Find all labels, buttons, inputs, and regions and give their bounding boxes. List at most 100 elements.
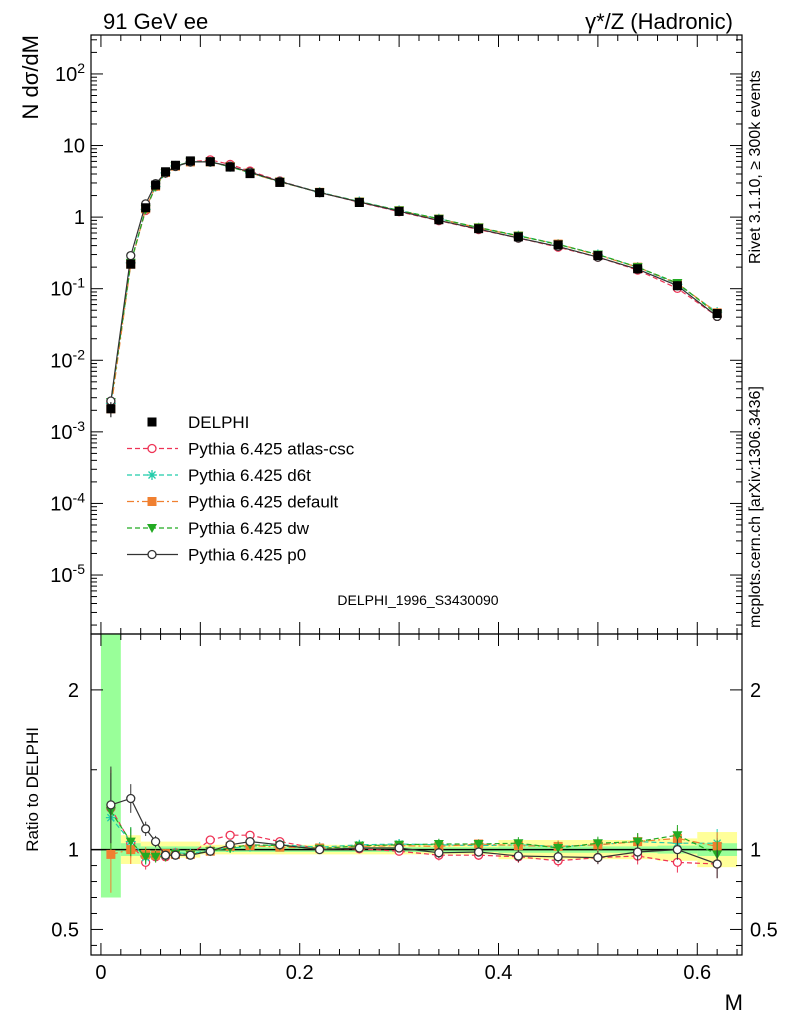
ratio-point: [245, 836, 255, 847]
legend-entry-pythia-6-425-d6t: Pythia 6.425 d6t: [127, 466, 311, 485]
ratio-point: [160, 850, 171, 860]
ratio-point: [170, 850, 181, 860]
data-point: [394, 206, 404, 216]
ratio-point: [125, 837, 136, 847]
series-pythia-6-425-dw: [105, 157, 723, 408]
ratio-plot-frame: [90, 633, 743, 956]
ratio-point: [140, 852, 151, 862]
series-pythia-6-425-default: [106, 157, 722, 414]
ratio-point: [225, 840, 235, 850]
data-point: [225, 162, 235, 172]
ratio-point: [632, 847, 643, 857]
x-tick-label: 0.6: [683, 962, 711, 984]
ratio-point: [513, 839, 524, 849]
legend-label: Pythia 6.425 dw: [188, 519, 310, 538]
legend-label: Pythia 6.425 d6t: [188, 466, 311, 485]
legend-marker: [147, 497, 157, 506]
data-point: [151, 180, 161, 190]
ratio-point: [150, 852, 161, 862]
legend-entry-pythia-6-425-dw: Pythia 6.425 dw: [127, 519, 310, 538]
series-point: [126, 250, 136, 261]
legend-marker: [147, 417, 157, 427]
y-tick-label: 10-4: [50, 489, 85, 515]
ratio-ylabel: Ratio to DELPHI: [23, 727, 42, 852]
main-plot-frame: [90, 34, 743, 635]
ratio-point: [150, 836, 161, 847]
energy-title: 91 GeV ee: [103, 9, 208, 34]
ratio-point: [185, 850, 196, 860]
data-point: [434, 215, 444, 225]
ratio-point: [593, 852, 603, 863]
legend: DELPHI Pythia 6.425 atlas-csc Pythia 6.425…: [127, 413, 355, 565]
legend-entry-pythia-6-425-atlas-csc: Pythia 6.425 atlas-csc: [127, 440, 355, 459]
data-point: [553, 240, 563, 250]
ratio-point: [473, 847, 484, 857]
data-point: [245, 169, 255, 179]
ratio-plot: 0.5 0.5 1 1 2 2 0 0.2 0.4 0.6: [51, 633, 778, 984]
data-point: [126, 259, 136, 269]
ratio-point: [314, 844, 325, 855]
data-point: [513, 232, 523, 242]
ratio-y-tick-label-right: 2: [750, 680, 761, 702]
ratio-point: [672, 844, 683, 855]
y-tick-label: 10-1: [50, 275, 85, 301]
ratio-series-pythia-6-425-p0: [106, 766, 722, 879]
legend-marker: [147, 549, 157, 560]
y-tick-label: 10-3: [50, 418, 85, 444]
ratio-point: [712, 859, 722, 869]
process-title: γ*/Z (Hadronic): [585, 9, 733, 34]
series-pythia-6-425-p0: [106, 157, 722, 406]
main-plot: 10-5 10-4 10-3 10-2 10-1 1 10 102: [50, 34, 743, 635]
ratio-point: [513, 851, 524, 861]
main-ylabel: N dσ/dM: [18, 35, 43, 120]
uncertainty-band-inner: [100, 634, 121, 898]
ratio-point: [473, 840, 484, 850]
y-tick-label: 102: [55, 60, 85, 86]
ratio-point: [354, 843, 365, 853]
ratio-point: [553, 844, 564, 853]
series-delphi: [106, 156, 722, 418]
series-pythia-6-425-atlas-csc: [106, 155, 722, 407]
legend-marker: [147, 524, 157, 533]
data-point: [205, 157, 215, 167]
ratio-point: [126, 793, 136, 804]
ratio-y-tick-label: 1: [68, 840, 79, 862]
legend-label: DELPHI: [188, 413, 249, 432]
ratio-point: [672, 831, 683, 841]
y-tick-label: 10-2: [50, 346, 85, 372]
ratio-point: [592, 839, 603, 849]
ratio-y-tick-label: 0.5: [51, 919, 79, 941]
y-tick-label: 1: [74, 207, 85, 229]
ratio-line: [110, 797, 718, 865]
legend-entry-delphi: DELPHI: [147, 413, 249, 432]
x-tick-label: 0.2: [286, 962, 314, 984]
data-point: [106, 404, 116, 414]
ratio-point: [275, 840, 285, 850]
ratio-point: [434, 848, 444, 858]
ratio-y-tick-label: 2: [68, 680, 79, 702]
series-line: [110, 161, 718, 404]
data-point: [315, 188, 325, 198]
ratio-point: [141, 824, 151, 834]
ratio-y-tick-label-right: 1: [750, 840, 761, 862]
legend-marker: [147, 443, 157, 454]
legend-label: Pythia 6.425 default: [188, 493, 339, 512]
ratio-point: [106, 800, 116, 810]
data-point: [141, 203, 151, 213]
mcplots-label: mcplots.cern.ch [arXiv:1306.3436]: [747, 386, 764, 628]
ratio-point: [205, 846, 215, 856]
data-point: [633, 264, 643, 274]
ratio-point: [106, 849, 116, 859]
data-point: [354, 197, 364, 207]
series-pythia-6-425-d6t: [105, 156, 723, 409]
data-point: [474, 224, 484, 234]
ratio-y-tick-label-right: 0.5: [750, 919, 778, 941]
ratio-point: [225, 830, 235, 840]
series-line: [110, 159, 718, 403]
data-point: [593, 251, 603, 261]
data-point: [712, 309, 722, 319]
legend-label: Pythia 6.425 p0: [188, 546, 306, 565]
analysis-watermark: DELPHI_1996_S3430090: [337, 592, 498, 608]
ratio-point: [433, 840, 444, 850]
